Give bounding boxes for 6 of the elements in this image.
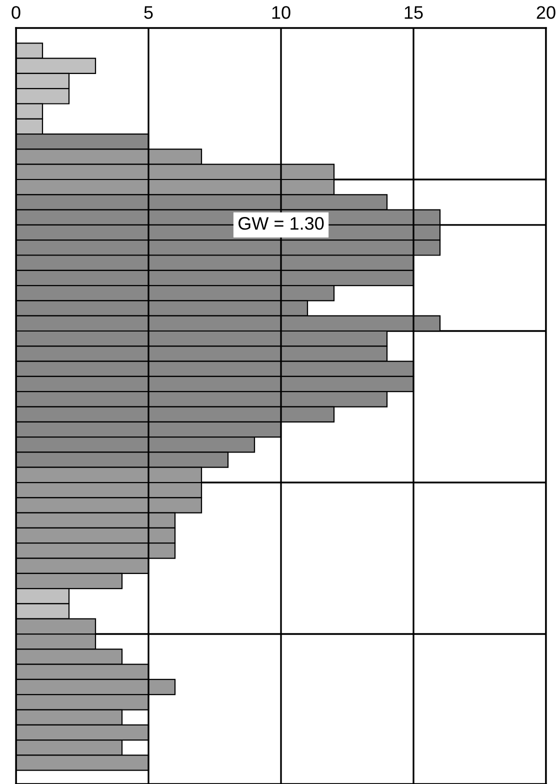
x-tick-label: 10 (272, 6, 290, 19)
x-tick-label: 5 (144, 6, 153, 19)
x-tick-label: 0 (12, 6, 20, 19)
annotation: GW = 1.30 (238, 217, 324, 230)
x-tick-label: 15 (404, 6, 423, 19)
x-tick-label: 20 (536, 6, 556, 19)
